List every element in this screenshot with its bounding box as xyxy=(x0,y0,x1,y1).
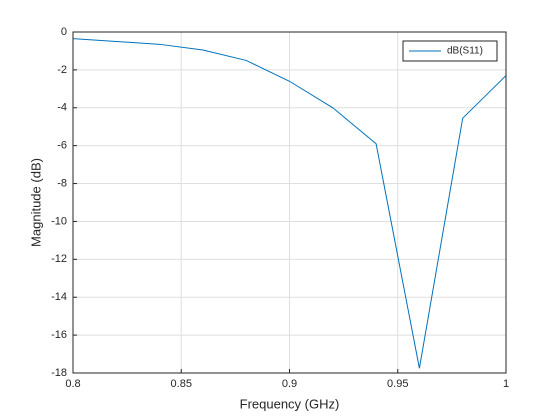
x-axis-label: Frequency (GHz) xyxy=(240,396,340,411)
data-line xyxy=(72,38,507,369)
y-tick-label: -8 xyxy=(57,177,67,189)
y-axis-label: Magnitude (dB) xyxy=(28,158,43,247)
y-tick-label: -14 xyxy=(51,291,67,303)
y-tick-label: -4 xyxy=(57,102,67,114)
legend: dB(S11) xyxy=(402,40,498,62)
x-tick-label: 0.9 xyxy=(282,378,297,390)
x-tick-label: 0.8 xyxy=(65,378,80,390)
y-tick-label: 0 xyxy=(61,26,67,38)
y-tick-label: -12 xyxy=(51,253,67,265)
y-tick-label: -16 xyxy=(51,329,67,341)
x-tick-label: 1 xyxy=(503,378,509,390)
y-tick-label: -10 xyxy=(51,215,67,227)
marks xyxy=(72,38,507,369)
legend-box xyxy=(402,40,498,62)
y-tick-label: -18 xyxy=(51,367,67,379)
x-tick-label: 0.95 xyxy=(387,378,408,390)
x-tick-label: 0.85 xyxy=(171,378,192,390)
ticks: 0.8 0.85 0.9 0.95 1 0 -2 -4 -6 -8 -10 -12 -14 -16 -18 xyxy=(51,26,509,390)
legend-label: dB(S11) xyxy=(447,46,483,57)
y-tick-label: -2 xyxy=(57,64,67,76)
y-tick-label: -6 xyxy=(57,140,67,152)
